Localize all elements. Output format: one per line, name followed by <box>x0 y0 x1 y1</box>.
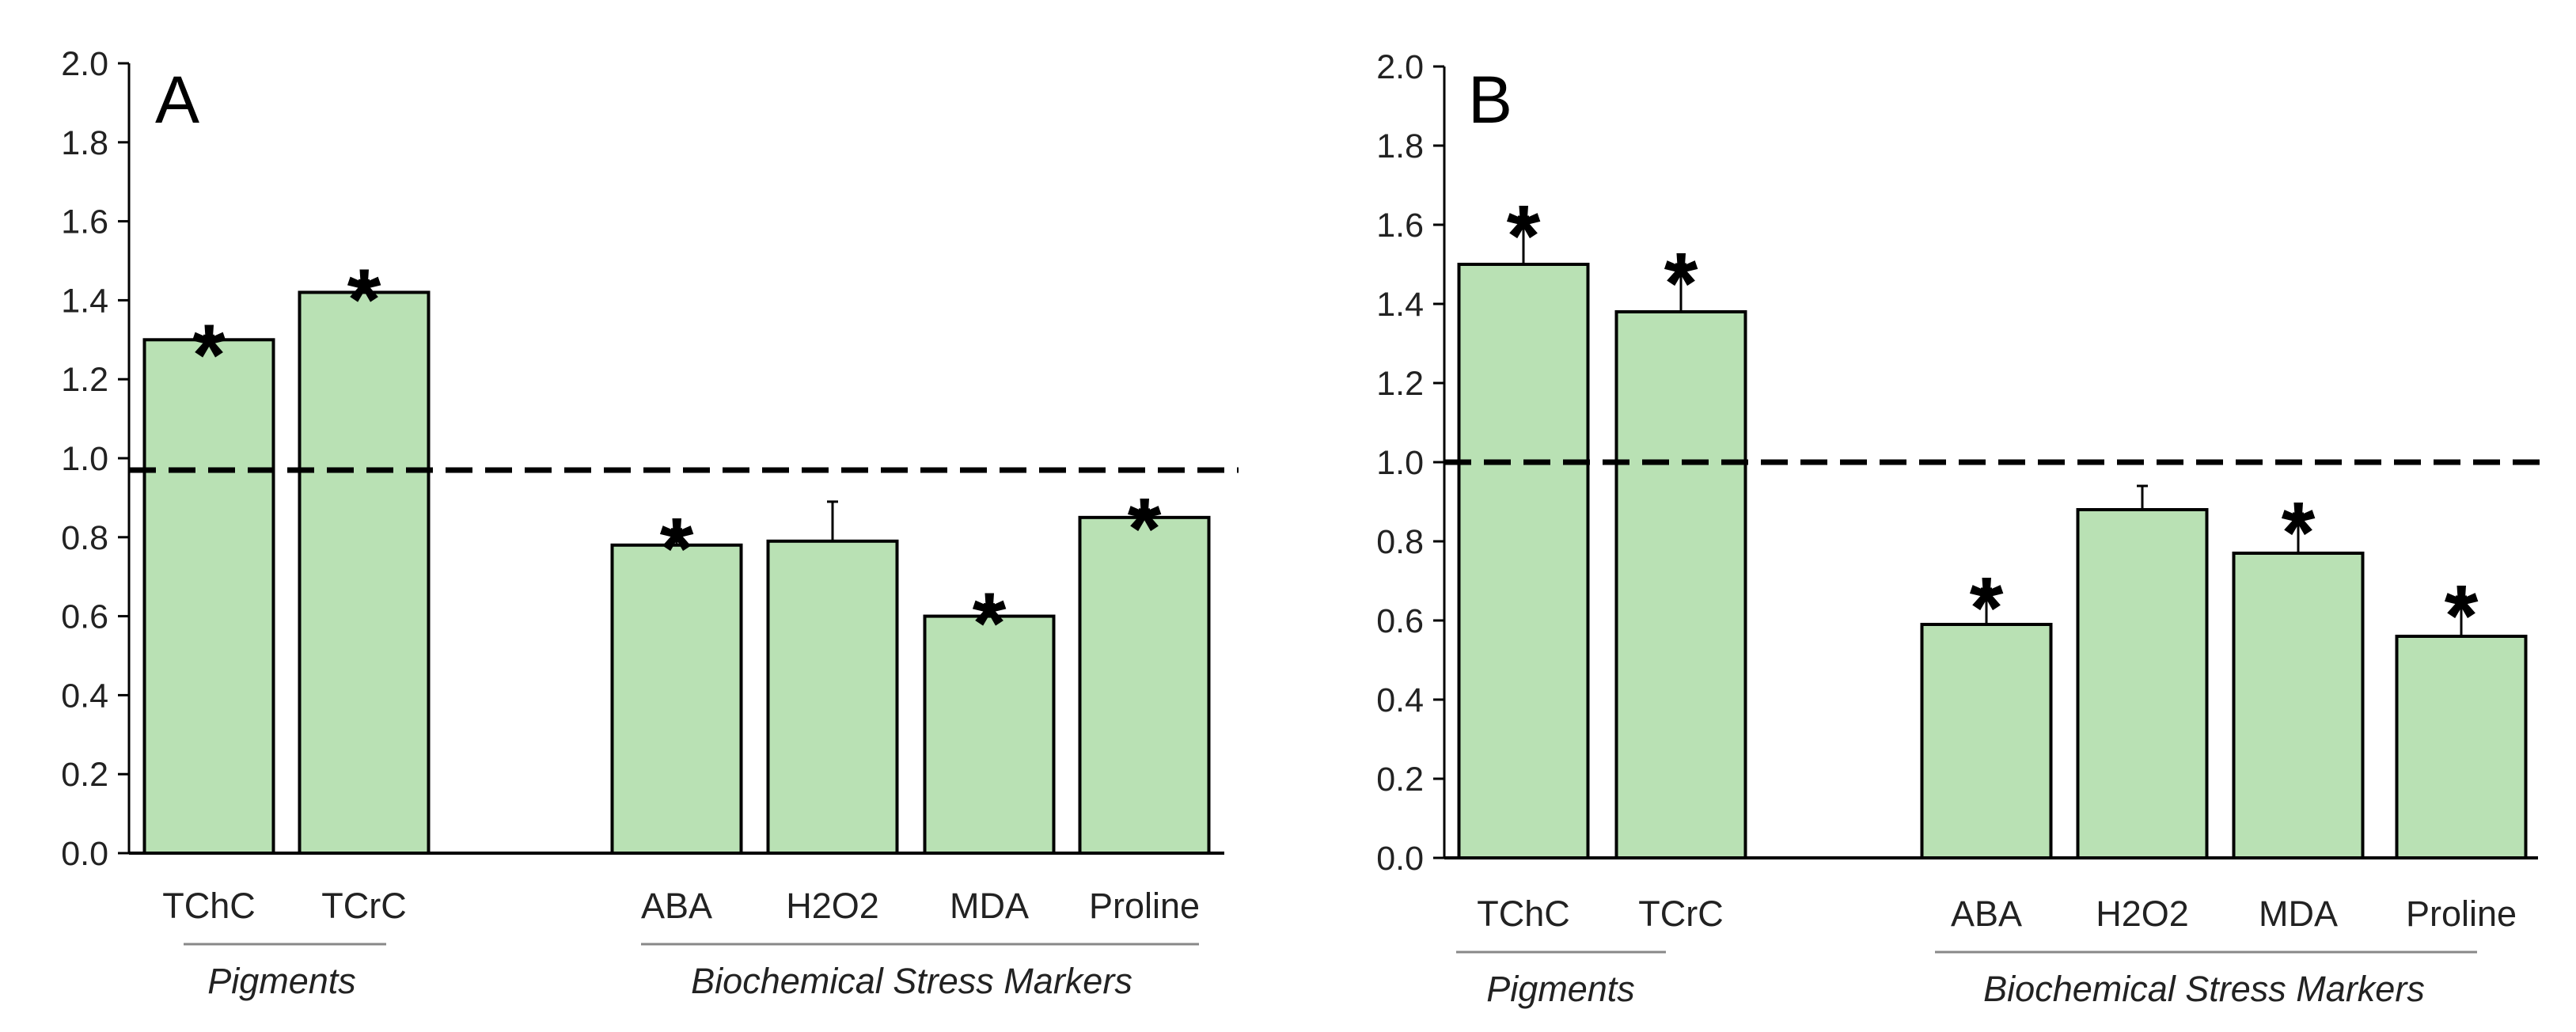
panel-a-bar-proline <box>1078 515 1211 855</box>
panel-b-y-tick-label: 0.8 <box>1376 523 1424 561</box>
panel-a-chart: 0.0 0.2 0.4 0.6 0.8 1.0 1.2 1.4 1.6 1.8 2.0 * TChC * T… <box>61 45 1239 1001</box>
panel-b-bar-tcrc <box>1614 310 1747 859</box>
panel-b-y-tick-label: 0.4 <box>1376 681 1424 719</box>
panel-a-y-tick-label: 0.6 <box>61 598 108 636</box>
panel-a-significance-marker: * <box>1128 480 1162 578</box>
panel-b-category-label: TCrC <box>1638 894 1723 934</box>
panel-b-significance-marker: * <box>1970 560 2004 657</box>
panel-a-category-label: ABA <box>641 886 712 926</box>
panel-b-bar-proline <box>2395 635 2528 859</box>
panel-b-y-tick-label: 1.6 <box>1376 207 1424 245</box>
panel-a-significance-marker: * <box>192 306 226 404</box>
panel-a-y-tick-label: 1.2 <box>61 361 108 399</box>
panel-a-bar-h2o2 <box>766 539 899 855</box>
panel-b-y-tick-label: 0.0 <box>1376 840 1424 878</box>
panel-b-significance-marker: * <box>2282 484 2316 582</box>
panel-a-category-label: MDA <box>950 886 1029 926</box>
panel-b-category-label: TChC <box>1477 894 1570 934</box>
panel-b-bar-mda <box>2232 552 2365 859</box>
panel-b-group-label: Pigments <box>1486 969 1635 1009</box>
panel-b-chart: 0.0 0.2 0.4 0.6 0.8 1.0 1.2 1.4 1.6 1.8 2.0 * TChC * T… <box>1376 48 2552 1009</box>
panel-a-group-label: Pigments <box>207 961 356 1001</box>
panel-b-panel-letter: B <box>1468 63 1512 137</box>
panel-b-bar-h2o2 <box>2076 508 2209 859</box>
panel-a-category-label: TChC <box>162 886 256 926</box>
panel-b-bar-aba <box>1920 623 2053 859</box>
panel-a-category-label: Proline <box>1089 886 1200 926</box>
panel-b-y-tick-label: 2.0 <box>1376 48 1424 86</box>
panel-a-significance-marker: * <box>973 575 1007 673</box>
panel-a-bar-tcrc <box>298 290 431 856</box>
panel-a-significance-marker: * <box>660 500 694 598</box>
panel-a-bar-tchc <box>142 338 275 855</box>
panel-b-group-label: Biochemical Stress Markers <box>1983 969 2425 1009</box>
panel-b-y-tick-label: 1.8 <box>1376 127 1424 165</box>
panel-a-y-tick-label: 0.8 <box>61 519 108 557</box>
panel-a-y-tick-label: 0.2 <box>61 756 108 794</box>
panel-a-category-label: H2O2 <box>786 886 879 926</box>
panel-a-y-tick-label: 0.0 <box>61 835 108 873</box>
panel-b-y-tick-label: 1.2 <box>1376 365 1424 403</box>
panel-a-bar-mda <box>923 614 1056 855</box>
panel-a-significance-marker: * <box>347 251 381 348</box>
panel-b-y-tick-label: 1.0 <box>1376 444 1424 482</box>
panel-b-category-label: ABA <box>1951 894 2022 934</box>
panel-a-y-tick-label: 0.4 <box>61 677 108 715</box>
panel-a-y-tick-label: 1.6 <box>61 203 108 241</box>
panel-b-category-label: Proline <box>2406 894 2517 934</box>
panel-b-y-tick-label: 0.2 <box>1376 761 1424 799</box>
panel-b-significance-marker: * <box>1507 188 1541 285</box>
panel-b-category-label: MDA <box>2259 894 2338 934</box>
panel-a-panel-letter: A <box>155 63 199 137</box>
panel-b-significance-marker: * <box>1664 235 1698 332</box>
panel-a-category-label: TCrC <box>321 886 406 926</box>
panel-b-significance-marker: * <box>2445 567 2479 665</box>
panel-b-bar-tchc <box>1457 263 1590 859</box>
panel-a-y-tick-label: 1.0 <box>61 440 108 478</box>
panel-a-group-label: Biochemical Stress Markers <box>691 961 1132 1001</box>
panel-a-y-tick-label: 2.0 <box>61 45 108 83</box>
panel-b-category-label: H2O2 <box>2096 894 2189 934</box>
panel-b-y-tick-label: 1.4 <box>1376 286 1424 324</box>
panel-b-y-tick-label: 0.6 <box>1376 602 1424 640</box>
panel-a-y-tick-label: 1.8 <box>61 124 108 162</box>
panel-a-y-tick-label: 1.4 <box>61 282 108 320</box>
